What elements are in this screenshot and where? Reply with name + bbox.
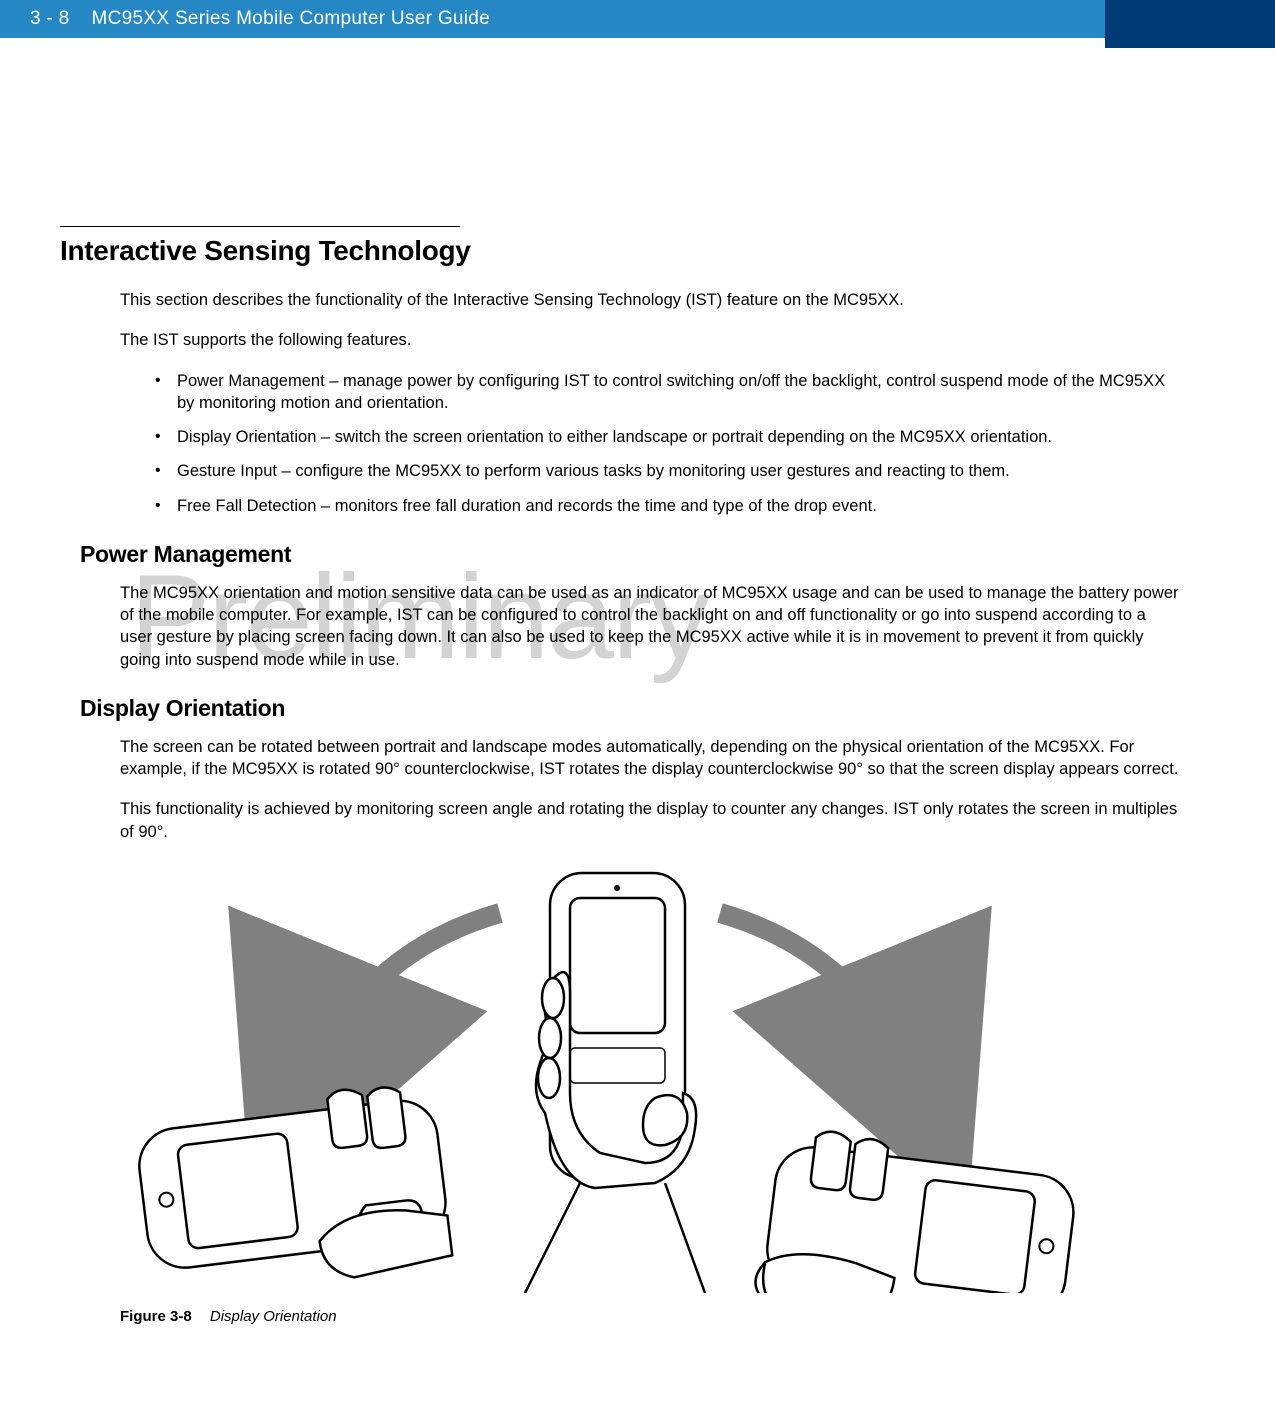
page-content: Preliminary Interactive Sensing Technolo… bbox=[0, 48, 1275, 1345]
figure-title: Display Orientation bbox=[210, 1308, 337, 1325]
figure-caption: Figure 3-8 Display Orientation bbox=[120, 1308, 1180, 1325]
intro-paragraph-1: This section describes the functionality… bbox=[120, 289, 1180, 311]
figure-display-orientation bbox=[120, 863, 1100, 1298]
header-right-block bbox=[1105, 0, 1275, 48]
list-item: Gesture Input – configure the MC95XX to … bbox=[155, 460, 1180, 482]
header-left-bar: 3 - 8 MC95XX Series Mobile Computer User… bbox=[0, 0, 1275, 38]
list-item: Power Management – manage power by confi… bbox=[155, 370, 1180, 415]
main-heading: Interactive Sensing Technology bbox=[60, 235, 1180, 267]
feature-bullet-list: Power Management – manage power by confi… bbox=[155, 370, 1180, 517]
section-rule bbox=[60, 226, 460, 227]
display-orientation-heading: Display Orientation bbox=[80, 695, 1180, 722]
page-number: 3 - 8 bbox=[30, 8, 70, 30]
header-title: MC95XX Series Mobile Computer User Guide bbox=[92, 8, 490, 30]
display-orientation-body-2: This functionality is achieved by monito… bbox=[120, 798, 1180, 843]
figure-label: Figure 3-8 bbox=[120, 1308, 192, 1325]
list-item: Display Orientation – switch the screen … bbox=[155, 426, 1180, 448]
power-management-heading: Power Management bbox=[80, 541, 1180, 568]
display-orientation-body-1: The screen can be rotated between portra… bbox=[120, 736, 1180, 781]
power-management-body: The MC95XX orientation and motion sensit… bbox=[120, 582, 1180, 671]
page-header: 3 - 8 MC95XX Series Mobile Computer User… bbox=[0, 0, 1275, 48]
list-item: Free Fall Detection – monitors free fall… bbox=[155, 495, 1180, 517]
orientation-diagram-icon bbox=[120, 863, 1100, 1293]
intro-paragraph-2: The IST supports the following features. bbox=[120, 329, 1180, 351]
